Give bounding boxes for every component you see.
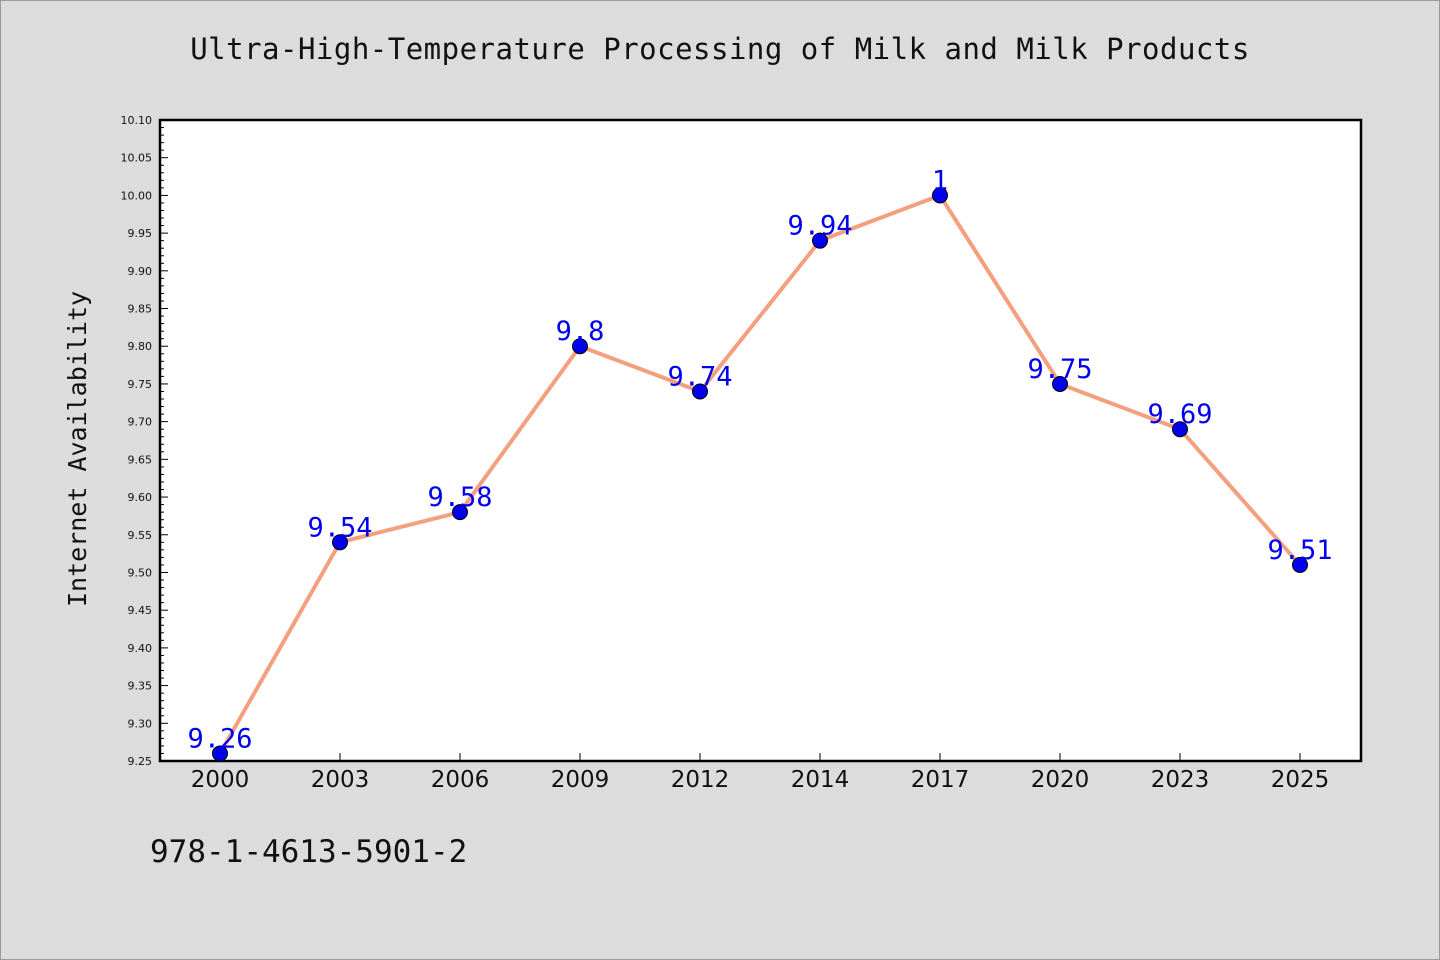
x-tick-label: 2014 (791, 767, 850, 793)
data-label: 9.58 (427, 482, 492, 513)
y-tick-label: 9.55 (128, 529, 153, 542)
y-axis-label: Internet Availability (63, 291, 92, 607)
y-tick-label: 9.30 (128, 717, 153, 730)
x-tick-label: 2012 (671, 767, 730, 793)
data-label: 9.75 (1027, 354, 1092, 385)
data-point (1292, 556, 1308, 573)
y-axis-ticks: 9.25 9.30 9.35 9.40 9.45 9.50 9.55 9.60 9.65 9.70… (121, 114, 168, 768)
x-tick-label: 2023 (1151, 767, 1210, 793)
x-tick-label: 2020 (1031, 767, 1090, 793)
data-point (692, 383, 708, 400)
data-label: 9.54 (307, 512, 372, 543)
y-tick-label: 9.80 (128, 340, 153, 353)
data-point (1052, 375, 1068, 392)
y-tick-label: 9.90 (128, 265, 153, 278)
x-tick-label: 2006 (431, 767, 490, 793)
data-point (812, 232, 828, 249)
y-tick-label: 9.45 (128, 604, 153, 617)
y-tick-label: 9.40 (128, 642, 153, 655)
x-tick-label: 2009 (551, 767, 610, 793)
x-tick-label: 2003 (311, 767, 370, 793)
y-tick-label: 9.85 (128, 303, 153, 316)
data-label: 9.51 (1267, 535, 1332, 566)
data-point (932, 187, 948, 204)
y-tick-label: 9.70 (128, 416, 153, 429)
x-axis-ticks: 2000 2003 2006 2009 2012 2014 2017 2020 2023 2025 (191, 753, 1330, 793)
data-label: 9.94 (787, 211, 852, 242)
data-label: 1 (932, 165, 948, 196)
plot-area (158, 118, 1363, 763)
y-tick-label: 10.00 (121, 189, 153, 202)
y-tick-label: 9.60 (128, 491, 153, 504)
y-tick-label: 10.10 (121, 114, 153, 127)
x-tick-label: 2000 (191, 767, 250, 793)
x-tick-label: 2025 (1271, 767, 1330, 793)
data-point (452, 504, 468, 521)
y-tick-label: 9.50 (128, 566, 153, 579)
data-label: 9.8 (556, 316, 605, 347)
data-label: 9.74 (667, 361, 732, 392)
y-tick-label: 9.75 (128, 378, 153, 391)
data-point (332, 534, 348, 551)
data-label: 9.26 (187, 723, 252, 754)
x-tick-label: 2017 (911, 767, 970, 793)
data-point (1172, 421, 1188, 438)
y-tick-label: 9.95 (128, 227, 153, 240)
series-line (218, 193, 1302, 755)
footer-code: 978-1-4613-5901-2 (150, 834, 468, 870)
chart-title: Ultra-High-Temperature Processing of Mil… (190, 32, 1250, 66)
y-tick-label: 9.65 (128, 453, 153, 466)
data-point (572, 338, 588, 355)
y-tick-label: 10.05 (121, 152, 153, 165)
data-label: 9.69 (1147, 399, 1212, 430)
data-point (212, 745, 228, 762)
data-series: 9.26 9.54 9.58 9.8 9.74 9.94 1 9.75 9.69 9.51 (187, 165, 1333, 762)
y-tick-label: 9.35 (128, 680, 153, 693)
y-tick-label: 9.25 (128, 755, 153, 768)
